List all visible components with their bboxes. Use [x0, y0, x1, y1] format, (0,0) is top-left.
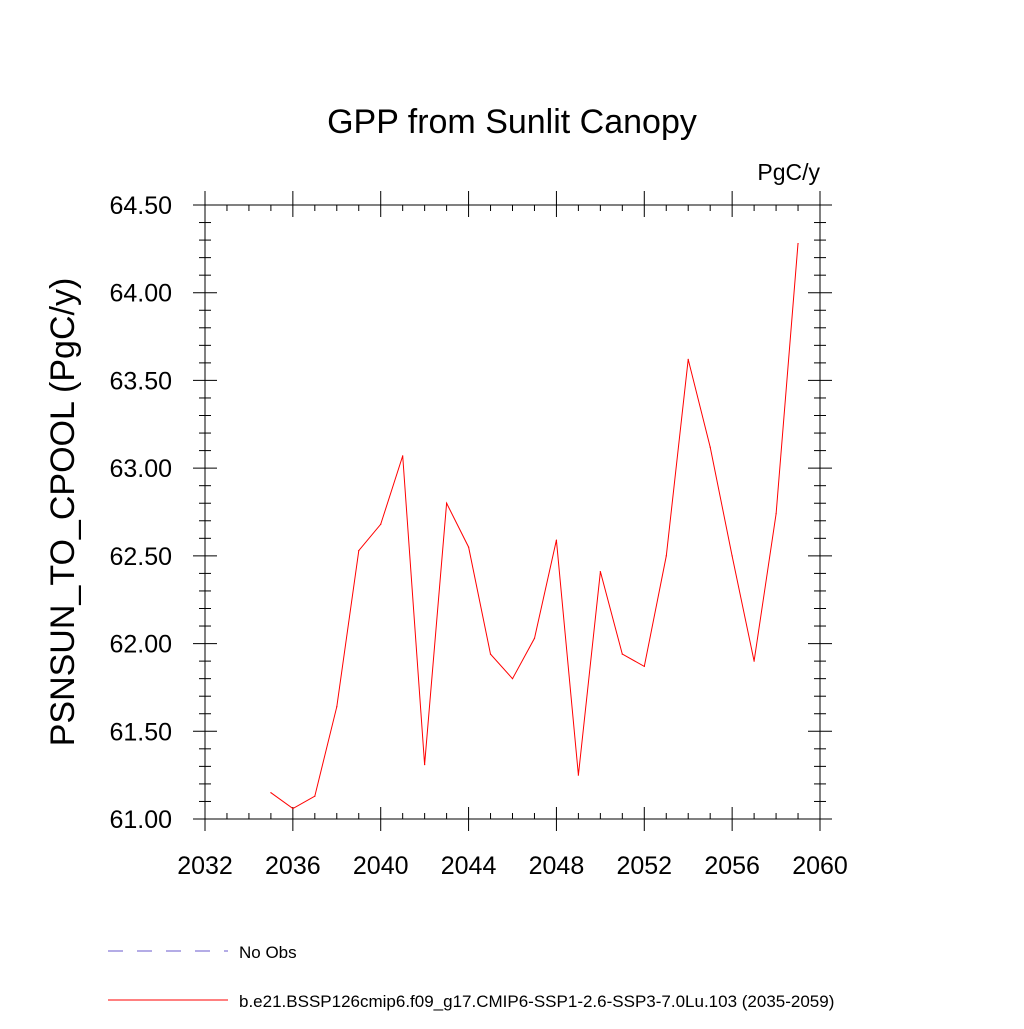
data-point	[643, 665, 645, 667]
y-tick-label: 62.50	[109, 543, 172, 571]
data-point	[489, 653, 492, 655]
data-point	[665, 555, 667, 557]
x-tick-label: 2040	[353, 852, 409, 880]
data-point	[270, 792, 272, 794]
y-tick-label: 64.50	[109, 192, 172, 220]
x-tick-label: 2048	[529, 852, 585, 880]
x-tick-label: 2060	[792, 852, 848, 880]
data-point	[314, 795, 316, 797]
data-point	[709, 446, 711, 448]
legend: No Obs b.e21.BSSP126cmip6.f09_g17.CMIP6-S…	[108, 943, 834, 1011]
data-point	[599, 571, 601, 573]
data-point	[380, 523, 382, 525]
y-axis-label: PSNSUN_TO_CPOOL (PgC/y)	[44, 278, 82, 747]
y-tick-label: 64.00	[109, 280, 172, 308]
data-point	[467, 546, 470, 548]
data-point	[533, 637, 536, 639]
y-tick-labels: 61.00 61.50 62.00 62.50 63.00 63.50 64.00 64.50	[109, 192, 172, 834]
units-label: PgC/y	[757, 159, 820, 185]
x-tick-label: 2044	[441, 852, 497, 880]
y-tick-label: 61.50	[109, 718, 172, 746]
y-tick-label: 63.50	[109, 367, 172, 395]
data-point	[577, 774, 579, 776]
data-point	[446, 502, 448, 504]
data-point	[753, 660, 755, 662]
data-point	[555, 539, 558, 541]
x-tick-labels: 2032 2036 2040 2044 2048 2052 2056 2060	[177, 852, 848, 880]
data-point	[687, 358, 689, 360]
y-tick-label: 61.00	[109, 806, 172, 834]
chart-title: GPP from Sunlit Canopy	[327, 103, 697, 141]
data-point	[424, 764, 426, 766]
plot-frame	[204, 204, 821, 820]
x-tick-label: 2032	[177, 852, 233, 880]
y-tick-label: 62.00	[109, 631, 172, 659]
series-layer	[270, 242, 799, 810]
data-point	[358, 549, 360, 552]
data-point	[731, 555, 733, 557]
x-tick-label: 2052	[616, 852, 672, 880]
x-tick-label: 2056	[704, 852, 760, 880]
data-point	[511, 678, 514, 680]
legend-label: b.e21.BSSP126cmip6.f09_g17.CMIP6-SSP1-2.…	[239, 992, 834, 1011]
x-tick-label: 2036	[265, 852, 321, 880]
legend-label: No Obs	[239, 943, 297, 962]
data-point	[402, 455, 404, 457]
data-point	[621, 653, 623, 655]
data-point	[336, 706, 338, 708]
data-point	[775, 513, 777, 515]
y-tick-label: 63.00	[109, 455, 172, 483]
data-point	[797, 242, 799, 245]
data-point	[292, 807, 294, 810]
